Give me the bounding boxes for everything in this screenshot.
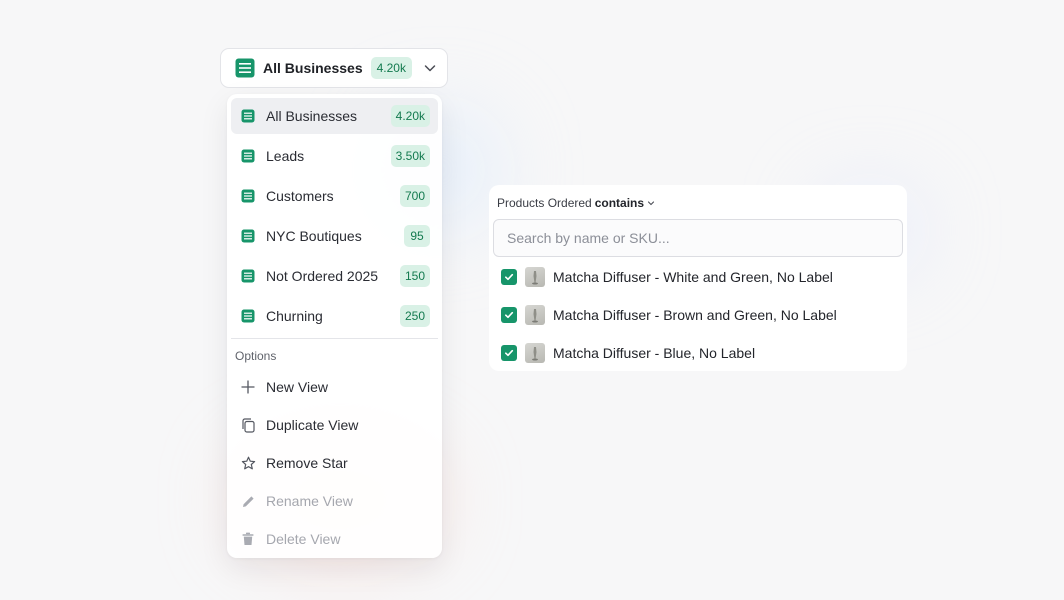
new-view-label: New View bbox=[266, 379, 328, 395]
view-item-count-badge: 3.50k bbox=[390, 145, 430, 167]
product-thumbnail bbox=[525, 343, 545, 363]
rename-view-label: Rename View bbox=[266, 493, 353, 509]
menu-divider bbox=[231, 338, 438, 339]
table-list-icon bbox=[240, 308, 256, 324]
table-list-icon bbox=[235, 58, 255, 78]
checkmark-icon bbox=[505, 311, 514, 319]
table-list-icon bbox=[240, 188, 256, 204]
pencil-icon bbox=[240, 493, 256, 509]
product-name: Matcha Diffuser - Brown and Green, No La… bbox=[553, 307, 837, 323]
filter-field: Products Ordered bbox=[497, 196, 592, 210]
chevron-down-icon[interactable] bbox=[423, 61, 437, 75]
view-item-nyc-boutiques[interactable]: NYC Boutiques 95 bbox=[231, 218, 438, 254]
view-item-customers[interactable]: Customers 700 bbox=[231, 178, 438, 214]
view-item-count-badge: 250 bbox=[399, 305, 430, 327]
remove-star-button[interactable]: Remove Star bbox=[231, 444, 438, 482]
view-item-label: Customers bbox=[266, 188, 334, 204]
options-heading: Options bbox=[235, 349, 277, 363]
checkmark-icon bbox=[505, 273, 514, 281]
view-selector-title: All Businesses bbox=[263, 60, 363, 76]
view-selector-button[interactable]: All Businesses 4.20k bbox=[220, 48, 448, 88]
product-option-row[interactable]: Matcha Diffuser - White and Green, No La… bbox=[493, 258, 903, 296]
view-item-leads[interactable]: Leads 3.50k bbox=[231, 138, 438, 174]
view-item-churning[interactable]: Churning 250 bbox=[231, 298, 438, 334]
product-checkbox[interactable] bbox=[501, 307, 517, 323]
view-item-count-badge: 4.20k bbox=[390, 105, 430, 127]
product-name: Matcha Diffuser - Blue, No Label bbox=[553, 345, 756, 361]
delete-view-label: Delete View bbox=[266, 531, 341, 547]
product-thumbnail bbox=[525, 305, 545, 325]
product-search-input[interactable] bbox=[493, 219, 903, 257]
product-option-row[interactable]: Matcha Diffuser - Blue, No Label bbox=[493, 334, 903, 372]
table-list-icon bbox=[240, 228, 256, 244]
chevron-down-icon[interactable] bbox=[647, 199, 655, 207]
view-item-count-badge: 95 bbox=[404, 225, 430, 247]
product-name: Matcha Diffuser - White and Green, No La… bbox=[553, 269, 833, 285]
remove-star-label: Remove Star bbox=[266, 455, 348, 471]
view-list: All Businesses 4.20k Leads 3.50k Customers 70… bbox=[231, 98, 438, 334]
rename-view-button[interactable]: Rename View bbox=[231, 482, 438, 520]
product-option-row[interactable]: Matcha Diffuser - Brown and Green, No La… bbox=[493, 296, 903, 334]
view-item-label: All Businesses bbox=[266, 108, 358, 124]
view-item-not-ordered-2025[interactable]: Not Ordered 2025 150 bbox=[231, 258, 438, 294]
view-item-all-businesses[interactable]: All Businesses 4.20k bbox=[231, 98, 438, 134]
filter-operator[interactable]: contains bbox=[594, 196, 645, 210]
table-list-icon bbox=[240, 108, 256, 124]
view-item-count-badge: 700 bbox=[399, 185, 430, 207]
view-item-count-badge: 150 bbox=[399, 265, 430, 287]
product-list: Matcha Diffuser - White and Green, No La… bbox=[493, 258, 903, 372]
trash-icon bbox=[240, 531, 256, 547]
duplicate-view-button[interactable]: Duplicate View bbox=[231, 406, 438, 444]
star-outline-icon bbox=[240, 455, 256, 471]
table-list-icon bbox=[240, 268, 256, 284]
plus-icon bbox=[240, 379, 256, 395]
product-checkbox[interactable] bbox=[501, 269, 517, 285]
table-list-icon bbox=[240, 148, 256, 164]
new-view-button[interactable]: New View bbox=[231, 368, 438, 406]
view-item-label: Churning bbox=[266, 308, 323, 324]
view-item-label: Leads bbox=[266, 148, 305, 164]
view-item-label: NYC Boutiques bbox=[266, 228, 362, 244]
delete-view-button[interactable]: Delete View bbox=[231, 520, 438, 558]
filter-header[interactable]: Products Ordered contains bbox=[493, 193, 903, 213]
products-filter-panel: Products Ordered contains Matcha Diffuse… bbox=[489, 185, 907, 371]
duplicate-view-label: Duplicate View bbox=[266, 417, 359, 433]
product-checkbox[interactable] bbox=[501, 345, 517, 361]
product-thumbnail bbox=[525, 267, 545, 287]
copy-icon bbox=[240, 417, 256, 433]
view-dropdown-menu: All Businesses 4.20k Leads 3.50k Customers 70… bbox=[227, 94, 442, 558]
view-item-label: Not Ordered 2025 bbox=[266, 268, 379, 284]
view-selector-count-badge: 4.20k bbox=[370, 57, 412, 79]
checkmark-icon bbox=[505, 349, 514, 357]
